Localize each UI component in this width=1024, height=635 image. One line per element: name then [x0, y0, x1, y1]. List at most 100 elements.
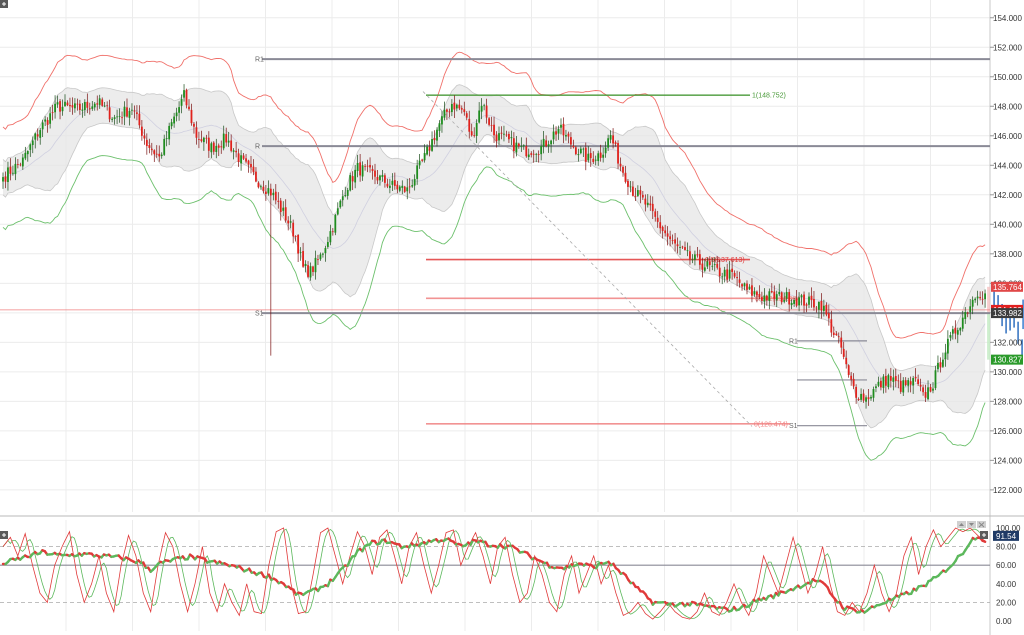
candle-body — [676, 244, 679, 247]
osc-tick-label: 40.00 — [996, 580, 1017, 589]
candle-body — [242, 155, 245, 159]
candle-body — [76, 103, 79, 105]
candle-body — [790, 302, 793, 306]
candle-body — [93, 103, 96, 108]
candle-body — [381, 174, 384, 178]
candle-body — [46, 120, 49, 125]
candle-body — [830, 319, 833, 333]
candle-body — [711, 265, 714, 267]
candle-body — [408, 186, 411, 188]
candle-body — [185, 89, 188, 106]
osc-tick-label: 20.00 — [996, 598, 1017, 607]
indicator-add-icon[interactable] — [980, 531, 988, 539]
candle-body — [475, 122, 478, 136]
candle-body — [639, 190, 642, 195]
candle-body — [346, 189, 349, 196]
candle-body — [29, 144, 32, 150]
candle-body — [438, 123, 441, 131]
candle-body — [198, 139, 200, 140]
candle-body — [143, 135, 146, 139]
candle-body — [904, 380, 907, 386]
candle-body — [49, 113, 52, 124]
candle-body — [981, 298, 984, 300]
candle-body — [250, 163, 252, 168]
candle-body — [607, 138, 610, 148]
candle-body — [602, 154, 605, 158]
candle-body — [294, 236, 297, 238]
take-profit-zone — [987, 313, 990, 360]
collapse-oscillator-button[interactable] — [0, 531, 8, 539]
candle-body — [443, 109, 446, 118]
candle-body — [210, 143, 213, 153]
candle-body — [19, 164, 22, 166]
price-tick-label: 126.000 — [993, 427, 1022, 436]
fib-level-label: 0(126.474) — [754, 421, 788, 428]
panel-close-icon[interactable] — [977, 521, 986, 528]
candle-body — [976, 296, 979, 299]
osc-tick-label: 0.00 — [996, 617, 1012, 626]
level-label-r1: R1 — [255, 57, 264, 64]
panel-up-icon[interactable] — [957, 521, 966, 528]
candle-body — [728, 269, 731, 279]
candle-body — [909, 381, 912, 385]
candle-body — [964, 312, 967, 319]
candle-body — [361, 165, 364, 177]
candle-body — [845, 357, 848, 365]
candle-body — [679, 247, 681, 248]
candle-body — [66, 102, 69, 106]
candle-body — [217, 145, 220, 148]
candle-body — [579, 148, 582, 154]
candle-body — [517, 143, 520, 147]
candle-body — [520, 146, 523, 147]
candle-body — [145, 139, 148, 147]
stochastic-fast-line — [2, 527, 986, 620]
envelope-lower — [2, 155, 986, 461]
price-tag-label: 133.982 — [993, 309, 1022, 318]
candle-body — [312, 266, 314, 272]
candle-body — [470, 131, 473, 136]
candle-body — [753, 291, 756, 295]
candle-body — [584, 147, 587, 162]
candle-body — [537, 154, 540, 155]
candle-body — [793, 300, 796, 304]
candle-body — [247, 160, 250, 165]
candle-body — [661, 226, 664, 231]
candle-body — [875, 386, 877, 389]
candle-body — [942, 359, 944, 367]
candle-body — [914, 376, 917, 379]
collapse-main-panel-button[interactable] — [0, 0, 8, 8]
candle-body — [961, 317, 964, 329]
candle-body — [979, 297, 982, 299]
candle-body — [599, 152, 602, 158]
candle-body — [684, 247, 686, 250]
price-axis: 154.000 152.000 150.000 148.000 146.000 144.0… — [990, 14, 1023, 495]
price-tag-label: 135.764 — [993, 283, 1022, 292]
candle-body — [532, 153, 535, 155]
candle-body — [718, 267, 721, 277]
candle-body — [260, 186, 262, 188]
candle-body — [971, 299, 974, 307]
candle-body — [927, 387, 929, 400]
candle-body — [324, 248, 327, 254]
price-tag — [991, 281, 1023, 292]
candle-body — [416, 165, 419, 179]
candle-body — [74, 103, 76, 109]
candle-body — [299, 252, 302, 254]
candle-body — [889, 375, 892, 381]
candle-body — [589, 153, 592, 159]
candle-body — [393, 180, 396, 186]
candle-body — [850, 375, 853, 380]
candle-body — [646, 202, 649, 206]
candle-body — [292, 222, 295, 237]
candle-body — [369, 164, 371, 168]
candle-body — [604, 147, 607, 154]
chart-controls — [0, 0, 988, 539]
candle-body — [354, 169, 357, 183]
candle-body — [406, 187, 409, 192]
candle-body — [44, 119, 47, 122]
panel-down-icon[interactable] — [967, 521, 976, 528]
candle-body — [508, 133, 510, 140]
price-tick-label: 122.000 — [993, 486, 1022, 495]
candle-body — [922, 387, 924, 393]
